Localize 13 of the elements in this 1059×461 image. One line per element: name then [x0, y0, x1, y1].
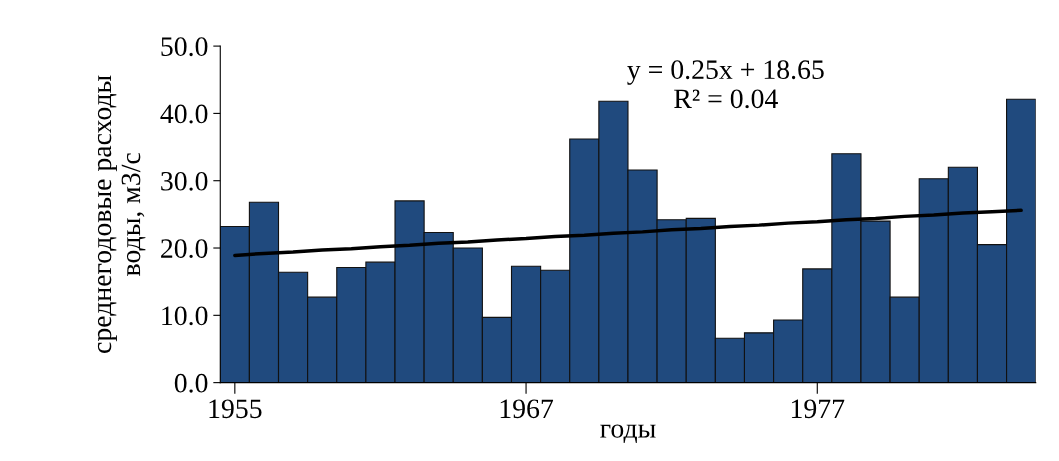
y-tick-label: 20.0 [161, 239, 208, 259]
line-series [233, 208, 1023, 258]
y-tick-label: 0.0 [174, 373, 208, 393]
y-tick-label: 30.0 [161, 171, 208, 191]
annotation: y = 0.25x + 18.65 R² = 0.04 [627, 60, 824, 109]
x-axis-title: годы [600, 424, 656, 443]
x-tick-label: 1967 [500, 399, 554, 419]
y-tick-label: 50.0 [161, 37, 208, 57]
y-tick-label: 40.0 [160, 104, 208, 124]
x-tick-label: 1977 [791, 399, 845, 419]
x-tick-label: 1955 [209, 399, 262, 419]
y-axis-title: среднегодовые расходы воды, м3/с [97, 75, 146, 353]
y-tick-label: 10.0 [162, 306, 208, 326]
